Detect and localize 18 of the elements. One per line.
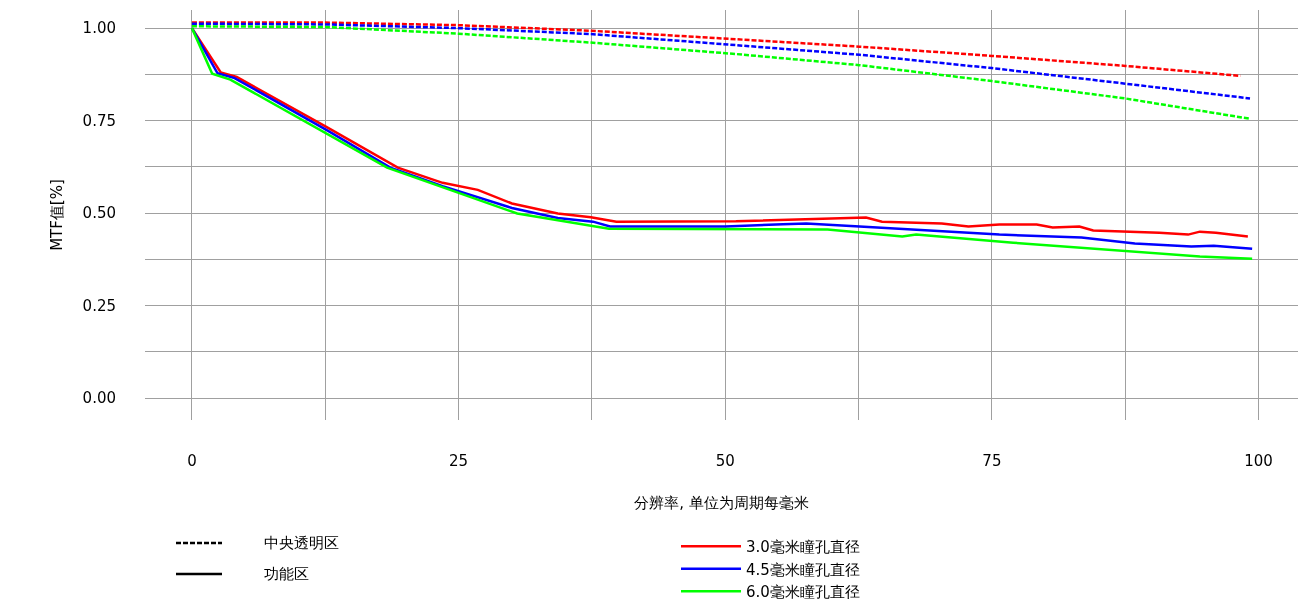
- x-tick-label: 25: [449, 452, 469, 470]
- y-tick-label: 0.00: [82, 389, 116, 408]
- legend-label: 6.0毫米瞳孔直径: [746, 583, 860, 602]
- y-tick-label: 0.25: [82, 296, 116, 315]
- legend-label: 3.0毫米瞳孔直径: [746, 538, 860, 557]
- x-tick-label: 0: [187, 452, 197, 470]
- y-axis-title: MTF值[%]: [47, 179, 66, 251]
- x-tick-label: 50: [715, 452, 735, 470]
- line-series: [190, 22, 1252, 100]
- text: 功能区: [264, 565, 309, 583]
- y-tick-label: 0.50: [82, 204, 116, 223]
- y-tick-label: 1.00: [82, 19, 116, 38]
- x-tick-label: 100: [1244, 452, 1273, 470]
- x-axis-title: 分辨率, 单位为周期每毫米: [634, 494, 809, 512]
- y-tick-label: 0.75: [82, 111, 116, 130]
- text: 中央透明区: [264, 534, 339, 552]
- x-tick-label: 75: [982, 452, 1002, 470]
- legend-label: 4.5毫米瞳孔直径: [746, 560, 860, 579]
